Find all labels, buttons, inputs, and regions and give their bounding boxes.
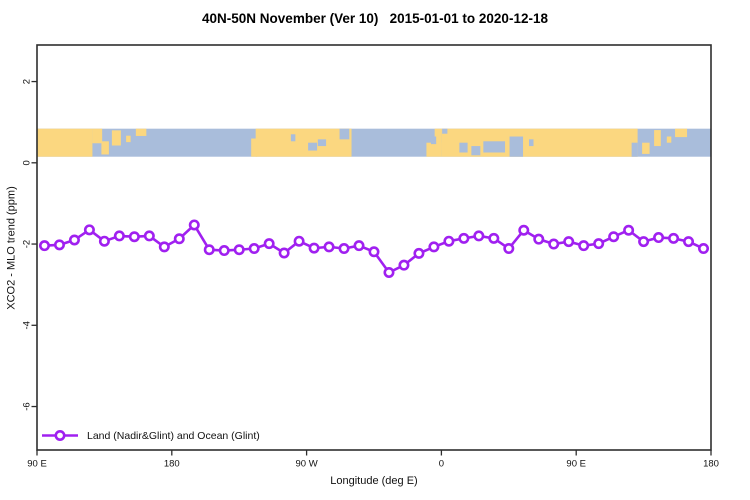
data-point-marker <box>323 241 335 253</box>
chart-title: 40N-50N November (Ver 10) 2015-01-01 to … <box>202 11 548 26</box>
map-land-segment <box>111 130 121 146</box>
data-point-marker <box>278 247 290 259</box>
data-point-marker <box>113 230 125 242</box>
map-ocean-segment <box>442 128 448 134</box>
data-point-marker <box>263 238 275 250</box>
data-point-marker <box>443 235 455 247</box>
data-point-marker <box>458 232 470 244</box>
data-point-marker <box>83 224 95 236</box>
y-tick-label: 0 <box>22 160 33 165</box>
plot-svg: 90 E 180 90 W 0 90 E 180 2 0 -2 -4 -6 <box>22 44 719 470</box>
data-point-marker <box>173 233 185 245</box>
x-tick-label: 180 <box>164 459 180 470</box>
y-tick-label: -6 <box>22 402 33 410</box>
legend: Land (Nadir&Glint) and Ocean (Glint) <box>42 429 260 442</box>
map-ocean-segment <box>471 146 481 156</box>
data-point-marker <box>98 235 110 247</box>
data-point-marker <box>578 240 590 252</box>
data-point-marker <box>218 245 230 257</box>
data-point-marker <box>308 242 320 254</box>
data-point-marker <box>188 219 200 231</box>
data-point-marker <box>53 239 65 251</box>
map-land-segment <box>251 138 258 157</box>
data-point-marker <box>68 234 80 246</box>
x-tick-label: 90 E <box>27 459 47 470</box>
map-land-segment <box>434 128 442 150</box>
data-point-marker <box>233 244 245 256</box>
x-tick-label: 180 <box>703 459 719 470</box>
plot-border <box>36 44 712 451</box>
map-land-segment <box>642 142 650 154</box>
data-point-marker <box>683 236 695 248</box>
data-point-marker <box>518 224 530 236</box>
data-point-marker <box>338 243 350 255</box>
map-land-segment <box>441 128 638 157</box>
data-point-marker <box>413 247 425 259</box>
y-tick-label: 2 <box>22 79 33 84</box>
data-point-marker <box>593 238 605 250</box>
data-point-marker <box>488 232 500 244</box>
map-land-segment <box>126 135 131 143</box>
data-point-marker <box>698 243 710 255</box>
data-point-marker <box>473 230 485 242</box>
data-point-marker <box>293 235 305 247</box>
map-ocean-segment <box>631 142 638 157</box>
x-axis-title: Longitude (deg E) <box>330 475 418 487</box>
map-ocean-segment <box>483 141 506 153</box>
data-point-marker <box>563 236 575 248</box>
map-ocean-segment <box>509 136 524 157</box>
x-tick-label: 90 W <box>296 459 318 470</box>
y-axis-title: XCO2 - MLO trend (ppm) <box>5 186 17 310</box>
data-point-marker <box>428 241 440 253</box>
map-land-segment <box>92 128 103 144</box>
y-tick-label: -4 <box>22 321 33 329</box>
data-point-marker <box>248 243 260 255</box>
data-point-marker <box>398 259 410 271</box>
data-point-marker <box>623 224 635 236</box>
data-point-marker <box>203 244 215 256</box>
map-ocean-segment <box>308 142 318 151</box>
map-land-segment <box>255 128 352 157</box>
data-point-marker <box>608 231 620 243</box>
map-ocean-segment <box>317 139 327 147</box>
data-point-marker <box>158 241 170 253</box>
map-land-segment <box>666 136 672 143</box>
map-ocean-segment <box>459 142 468 153</box>
x-tick-label: 90 E <box>566 459 586 470</box>
data-point-marker <box>548 238 560 250</box>
data-point-marker <box>143 230 155 242</box>
legend-marker-icon <box>42 430 78 441</box>
data-point-marker <box>383 266 395 278</box>
data-point-marker <box>38 240 50 252</box>
map-land-segment <box>37 128 93 157</box>
y-tick-label: -2 <box>22 240 33 248</box>
map-land-segment <box>675 128 688 138</box>
data-point-marker <box>533 233 545 245</box>
map-ocean-segment <box>339 128 350 140</box>
map-ocean-segment <box>430 136 437 145</box>
data-point-marker <box>353 240 365 252</box>
data-point-marker <box>128 231 140 243</box>
data-point-marker <box>638 236 650 248</box>
data-point-marker <box>653 232 665 244</box>
x-tick-label: 0 <box>439 459 444 470</box>
map-ocean-segment <box>290 134 296 142</box>
legend-label: Land (Nadir&Glint) and Ocean (Glint) <box>87 429 260 442</box>
data-point-marker <box>503 243 515 255</box>
map-land-segment <box>654 130 661 147</box>
data-point-marker <box>368 246 380 258</box>
map-land-segment <box>135 128 147 136</box>
map-ocean-segment <box>529 139 534 147</box>
map-land-segment <box>101 141 109 155</box>
data-point-marker <box>668 232 680 244</box>
